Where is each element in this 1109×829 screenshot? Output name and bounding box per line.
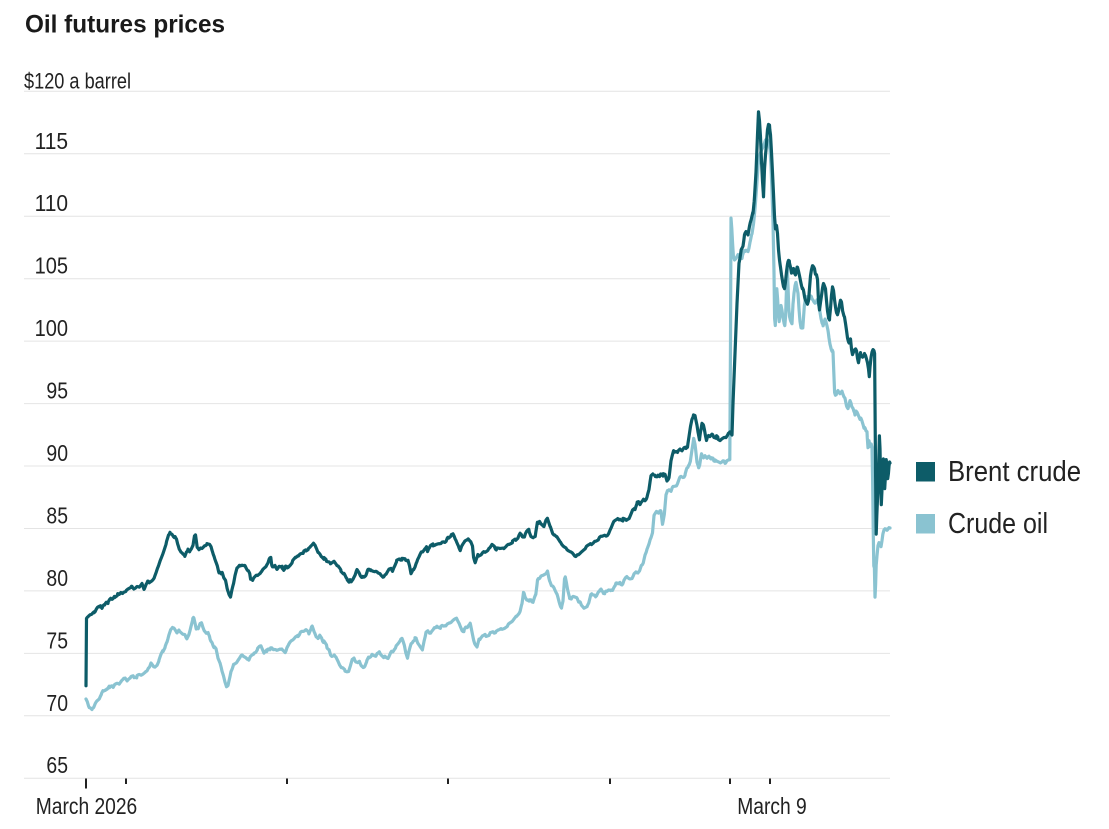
svg-text:Crude oil: Crude oil (948, 508, 1048, 540)
svg-text:65: 65 (46, 752, 68, 778)
svg-text:115: 115 (35, 128, 68, 154)
svg-text:March 9: March 9 (737, 793, 807, 819)
svg-text:105: 105 (35, 253, 68, 279)
svg-text:$120 a barrel: $120 a barrel (24, 69, 131, 94)
svg-text:Brent crude: Brent crude (948, 456, 1081, 488)
svg-text:90: 90 (46, 440, 68, 466)
svg-text:110: 110 (35, 190, 68, 216)
svg-text:75: 75 (46, 627, 68, 653)
svg-text:70: 70 (46, 690, 68, 716)
svg-text:95: 95 (46, 378, 68, 404)
svg-text:80: 80 (46, 565, 68, 591)
svg-text:Oil futures prices: Oil futures prices (25, 11, 225, 39)
svg-text:March 2026: March 2026 (36, 793, 138, 819)
svg-text:100: 100 (35, 315, 68, 341)
svg-text:85: 85 (46, 503, 68, 529)
